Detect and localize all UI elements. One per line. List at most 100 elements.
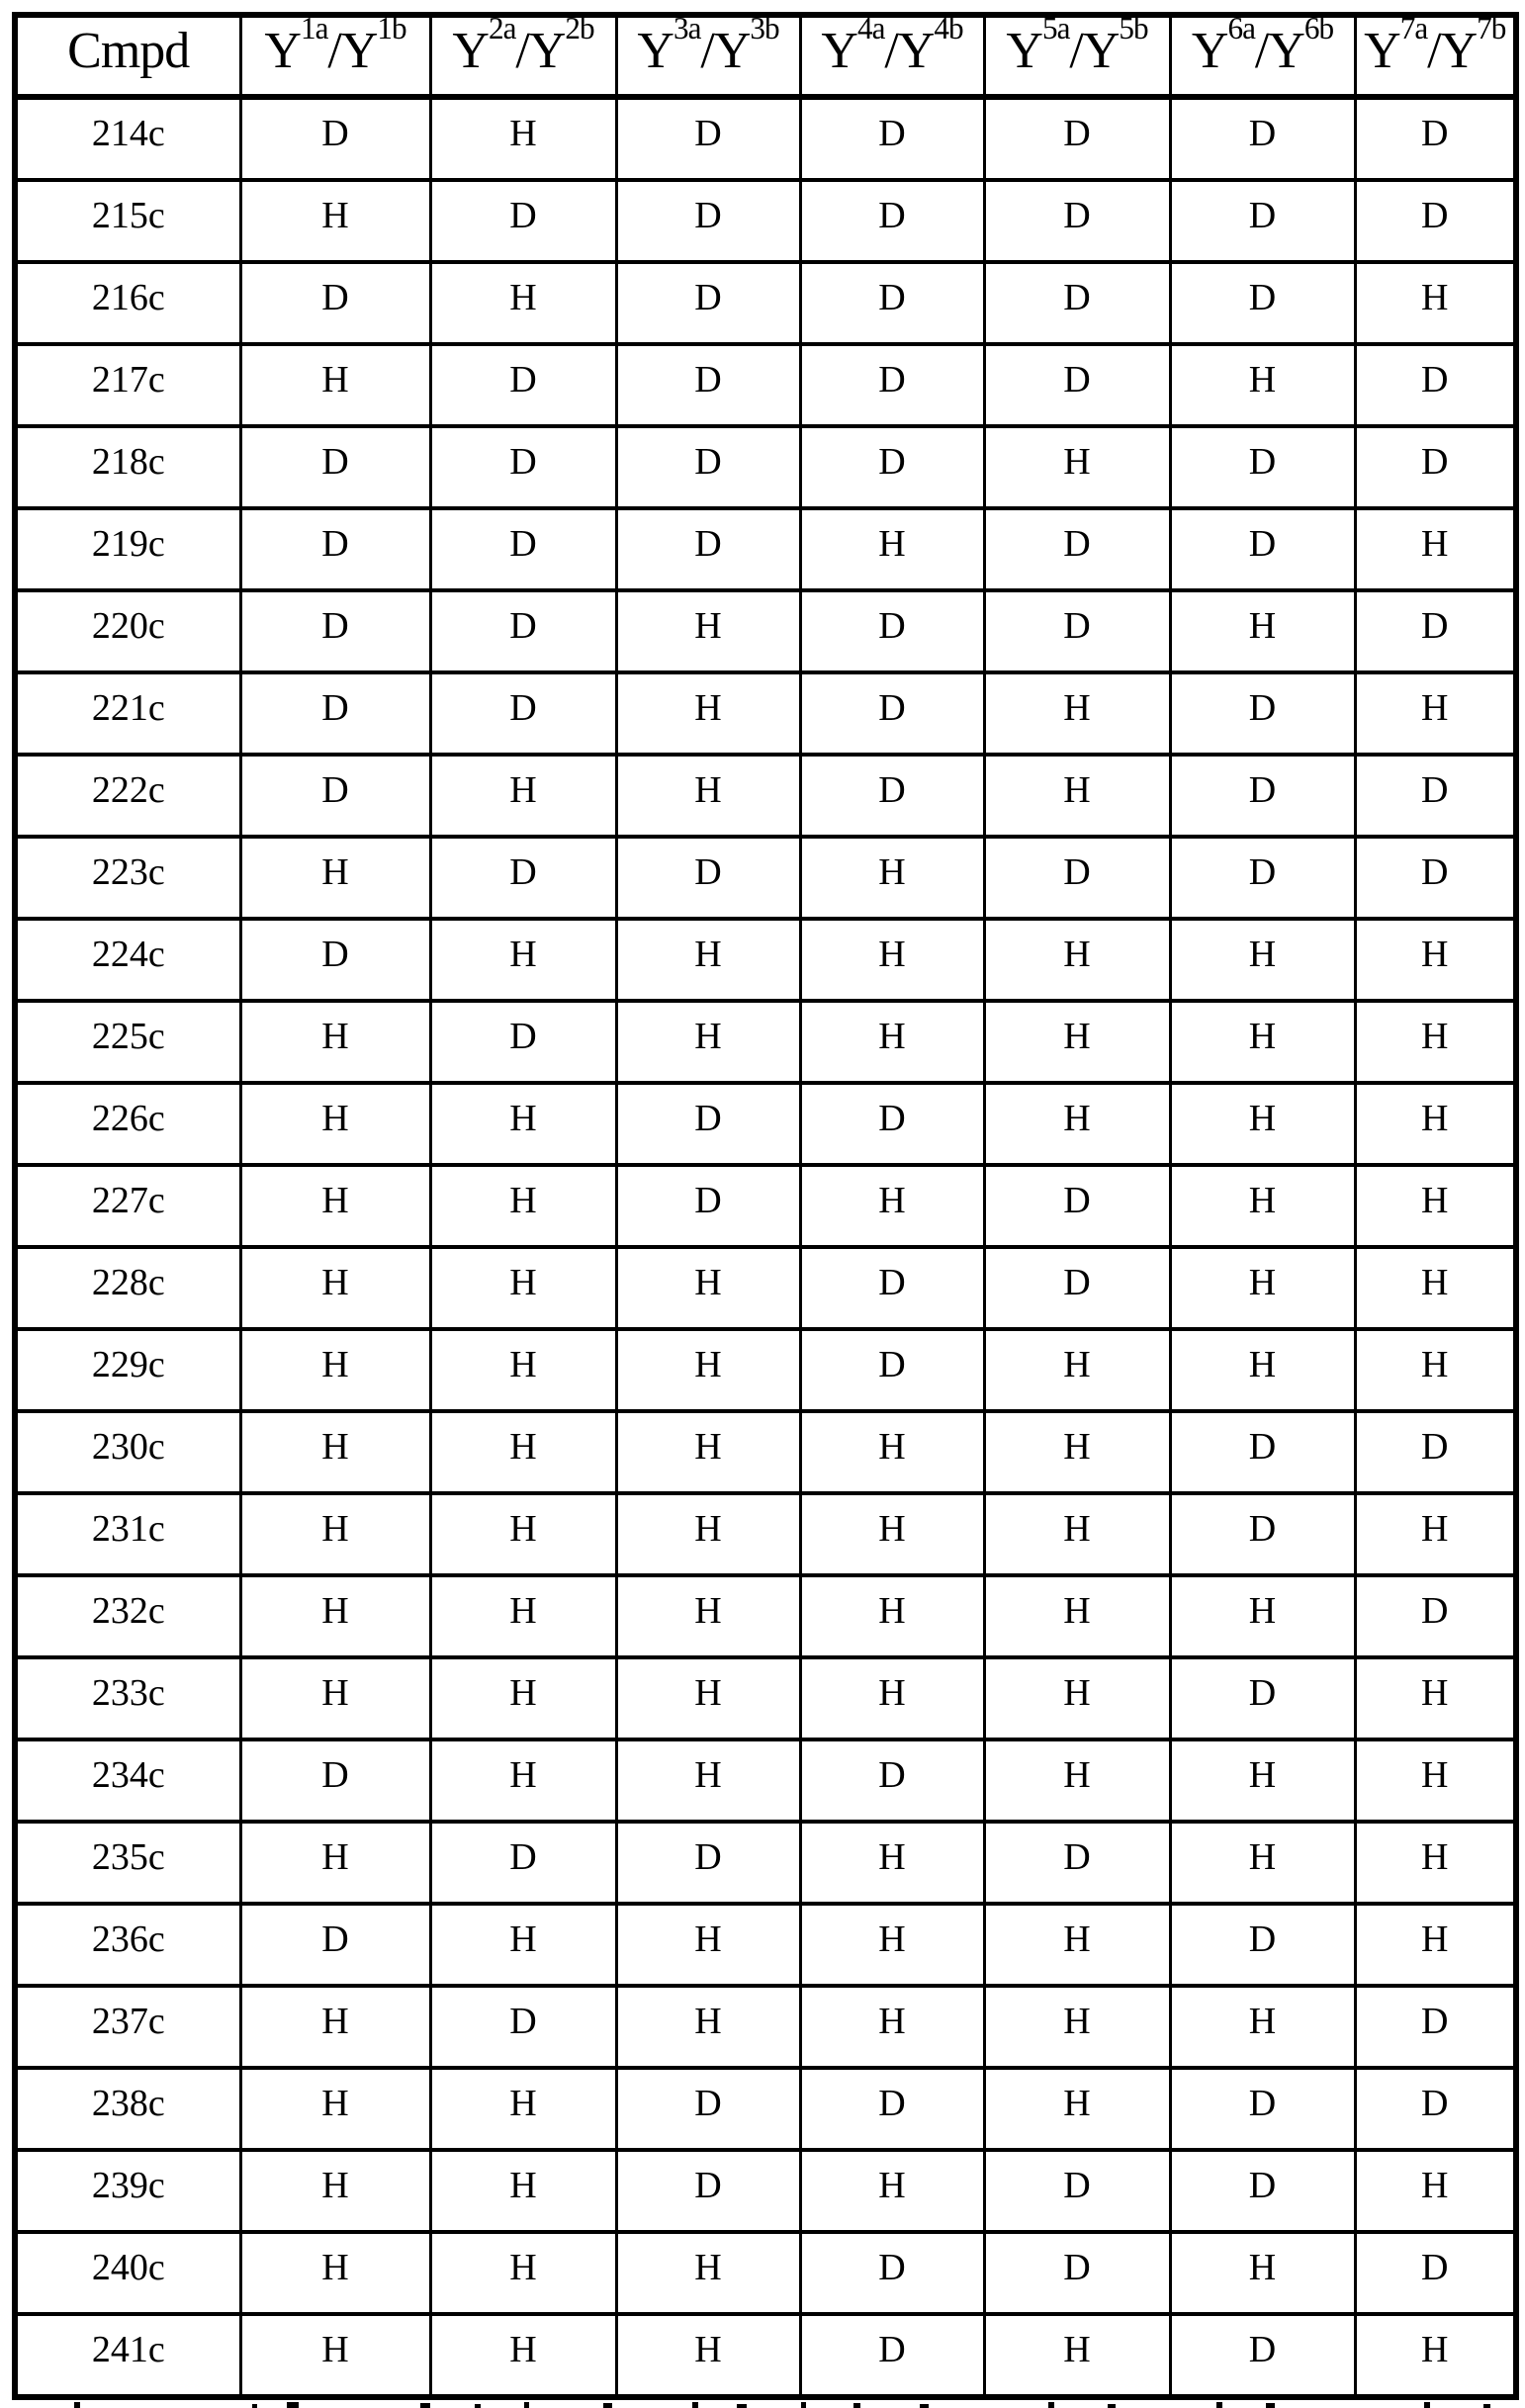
isotope-value-cell: H bbox=[238, 1655, 432, 1741]
header-text: /Y bbox=[1254, 23, 1305, 79]
isotope-value-cell: H bbox=[982, 2066, 1172, 2152]
isotope-value-cell: H bbox=[238, 1163, 432, 1249]
column-header-y6: Y6a/Y6b bbox=[1168, 13, 1357, 100]
compound-id-cell: 234c bbox=[13, 1738, 242, 1824]
isotope-value-cell: H bbox=[1168, 999, 1357, 1085]
isotope-value-cell: H bbox=[982, 2312, 1172, 2399]
isotope-value-cell: H bbox=[614, 1655, 802, 1741]
isotope-value-cell: D bbox=[982, 835, 1172, 921]
compound-id-cell: 221c bbox=[13, 670, 242, 757]
isotope-value-cell: D bbox=[798, 2312, 986, 2399]
isotope-value-cell: D bbox=[614, 424, 802, 510]
table-row: 231c H H H H H D H bbox=[13, 1491, 1518, 1577]
isotope-value-cell: H bbox=[1168, 1081, 1357, 1167]
isotope-value-cell: H bbox=[1168, 917, 1357, 1003]
table-row: 215c H D D D D D D bbox=[13, 178, 1518, 264]
isotope-value-cell: H bbox=[238, 2148, 432, 2234]
isotope-value-cell: D bbox=[798, 1081, 986, 1167]
isotope-value-cell: D bbox=[238, 506, 432, 592]
table-row: 232c H H H H H H D bbox=[13, 1573, 1518, 1659]
compound-id-cell: 225c bbox=[13, 999, 242, 1085]
isotope-value-cell: D bbox=[1168, 178, 1357, 264]
isotope-value-cell: H bbox=[1353, 1245, 1518, 1331]
isotope-value-cell: H bbox=[428, 95, 618, 182]
isotope-value-cell: H bbox=[982, 753, 1172, 839]
isotope-value-cell: H bbox=[1353, 1327, 1518, 1413]
header-text: /Y bbox=[515, 23, 566, 79]
isotope-value-cell: H bbox=[238, 835, 432, 921]
header-superscript: 2a bbox=[488, 15, 516, 45]
header-superscript: 3b bbox=[750, 15, 779, 45]
column-header-y7: Y7a/Y7b bbox=[1353, 13, 1518, 100]
isotope-value-cell: D bbox=[798, 178, 986, 264]
table-row: 216c D H D D D D H bbox=[13, 260, 1518, 346]
isotope-value-cell: D bbox=[982, 2230, 1172, 2316]
isotope-value-cell: D bbox=[982, 178, 1172, 264]
isotope-value-cell: H bbox=[614, 999, 802, 1085]
isotope-value-cell: D bbox=[614, 1820, 802, 1906]
compound-isotope-table: Cmpd Y1a/Y1b Y2a/Y2b Y3a/Y3b Y4a/Y4b Y5a/Y5b Y… bbox=[12, 12, 1519, 2400]
isotope-value-cell: H bbox=[982, 1655, 1172, 1741]
header-text: /Y bbox=[327, 23, 378, 79]
isotope-value-cell: D bbox=[798, 1327, 986, 1413]
header-text: Y bbox=[1191, 23, 1229, 79]
table-row: 229c H H H D H H H bbox=[13, 1327, 1518, 1413]
isotope-value-cell: D bbox=[614, 260, 802, 346]
isotope-value-cell: H bbox=[238, 1245, 432, 1331]
isotope-value-cell: H bbox=[1353, 999, 1518, 1085]
isotope-value-cell: D bbox=[1353, 2230, 1518, 2316]
isotope-value-cell: D bbox=[1353, 424, 1518, 510]
isotope-value-cell: H bbox=[428, 260, 618, 346]
isotope-value-cell: H bbox=[982, 1902, 1172, 1988]
isotope-value-cell: D bbox=[238, 917, 432, 1003]
header-text: Y bbox=[1364, 23, 1401, 79]
header-superscript: 6a bbox=[1227, 15, 1255, 45]
isotope-value-cell: D bbox=[614, 95, 802, 182]
isotope-value-cell: H bbox=[1168, 1820, 1357, 1906]
isotope-value-cell: H bbox=[982, 424, 1172, 510]
isotope-value-cell: H bbox=[428, 753, 618, 839]
compound-id-cell: 217c bbox=[13, 342, 242, 428]
compound-id-cell: 241c bbox=[13, 2312, 242, 2399]
isotope-value-cell: H bbox=[614, 2312, 802, 2399]
table-header: Cmpd Y1a/Y1b Y2a/Y2b Y3a/Y3b Y4a/Y4b Y5a/Y5b Y… bbox=[13, 13, 1518, 100]
isotope-value-cell: H bbox=[1353, 917, 1518, 1003]
isotope-value-cell: H bbox=[428, 917, 618, 1003]
isotope-value-cell: H bbox=[982, 1081, 1172, 1167]
isotope-value-cell: H bbox=[1353, 260, 1518, 346]
clipped-text-line bbox=[59, 2397, 1503, 2408]
compound-id-cell: 220c bbox=[13, 588, 242, 674]
isotope-value-cell: D bbox=[798, 260, 986, 346]
isotope-value-cell: H bbox=[982, 1409, 1172, 1495]
isotope-value-cell: H bbox=[798, 917, 986, 1003]
table-row: 226c H H D D H H H bbox=[13, 1081, 1518, 1167]
isotope-value-cell: D bbox=[982, 588, 1172, 674]
isotope-value-cell: H bbox=[614, 1573, 802, 1659]
isotope-value-cell: H bbox=[1353, 2312, 1518, 2399]
isotope-value-cell: D bbox=[1168, 835, 1357, 921]
isotope-value-cell: D bbox=[798, 2230, 986, 2316]
compound-id-cell: 228c bbox=[13, 1245, 242, 1331]
isotope-value-cell: D bbox=[798, 424, 986, 510]
isotope-value-cell: D bbox=[798, 753, 986, 839]
isotope-value-cell: H bbox=[1353, 670, 1518, 757]
isotope-value-cell: H bbox=[428, 1327, 618, 1413]
isotope-value-cell: D bbox=[1353, 2066, 1518, 2152]
isotope-value-cell: H bbox=[614, 753, 802, 839]
isotope-value-cell: D bbox=[1353, 1573, 1518, 1659]
compound-id-cell: 215c bbox=[13, 178, 242, 264]
isotope-value-cell: H bbox=[614, 1327, 802, 1413]
isotope-value-cell: H bbox=[982, 1573, 1172, 1659]
isotope-value-cell: H bbox=[428, 2312, 618, 2399]
isotope-value-cell: H bbox=[614, 1409, 802, 1495]
isotope-value-cell: H bbox=[614, 1491, 802, 1577]
table-row: 238c H H D D H D D bbox=[13, 2066, 1518, 2152]
compound-id-cell: 222c bbox=[13, 753, 242, 839]
compound-id-cell: 239c bbox=[13, 2148, 242, 2234]
compound-id-cell: 229c bbox=[13, 1327, 242, 1413]
isotope-value-cell: H bbox=[1168, 2230, 1357, 2316]
table-row: 236c D H H H H D H bbox=[13, 1902, 1518, 1988]
compound-id-cell: 218c bbox=[13, 424, 242, 510]
table-row: 217c H D D D D H D bbox=[13, 342, 1518, 428]
isotope-value-cell: H bbox=[982, 1738, 1172, 1824]
